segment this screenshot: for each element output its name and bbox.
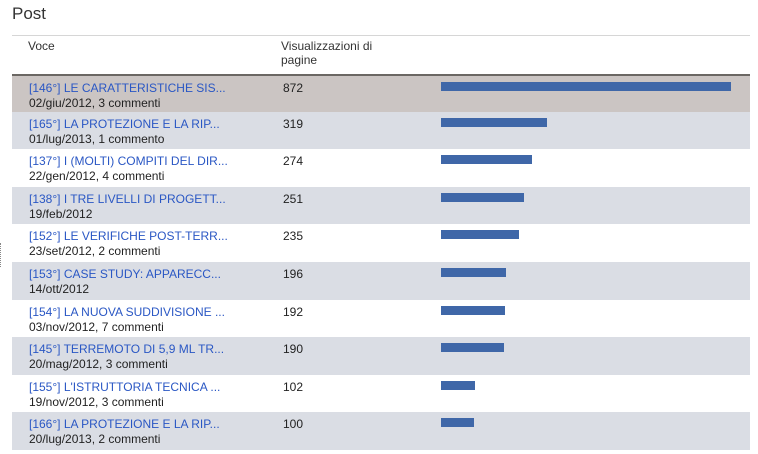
post-title-link[interactable]: [155°] L'ISTRUTTORIA TECNICA ... <box>29 379 221 394</box>
views-bar <box>441 230 519 240</box>
views-bar <box>441 418 474 428</box>
views-bar <box>441 380 475 390</box>
header-divider <box>12 35 750 36</box>
table-row: [145°] TERREMOTO DI 5,9 ML TR... 20/mag/… <box>12 337 750 375</box>
views-bar <box>441 305 505 315</box>
post-title-link[interactable]: [165°] LA PROTEZIONE E LA RIP... <box>29 116 220 131</box>
post-title-link[interactable]: [145°] TERREMOTO DI 5,9 ML TR... <box>29 342 225 357</box>
views-bar <box>441 117 547 127</box>
post-meta: 02/giu/2012, 3 commenti <box>29 96 161 110</box>
view-count: 251 <box>283 191 304 206</box>
view-count: 192 <box>283 304 304 319</box>
view-count: 872 <box>283 81 304 95</box>
post-title-link[interactable]: [146°] LE CARATTERISTICHE SIS... <box>29 81 226 95</box>
views-bar <box>441 82 731 91</box>
post-meta: 19/nov/2012, 3 commenti <box>29 394 164 409</box>
post-meta: 20/lug/2013, 2 commenti <box>29 432 161 447</box>
table-row: [153°] CASE STUDY: APPARECC... 14/ott/20… <box>12 261 750 300</box>
page-title: Post <box>12 4 47 23</box>
table-row: [155°] L'ISTRUTTORIA TECNICA ... 19/nov/… <box>12 374 750 413</box>
table-row: [166°] LA PROTEZIONE E LA RIP... 20/lug/… <box>12 412 750 450</box>
post-meta: 03/nov/2012, 7 commenti <box>29 319 164 334</box>
views-bar <box>441 155 532 165</box>
view-count: 190 <box>283 342 304 357</box>
post-meta: 23/set/2012, 2 commenti <box>29 244 161 259</box>
table-row: [165°] LA PROTEZIONE E LA RIP... 01/lug/… <box>12 111 750 150</box>
post-meta: 19/feb/2012 <box>29 206 93 221</box>
views-bar <box>441 192 524 202</box>
table-row: [154°] LA NUOVA SUDDIVISIONE ... 03/nov/… <box>12 299 750 338</box>
post-title-link[interactable]: [154°] LA NUOVA SUDDIVISIONE ... <box>29 304 225 319</box>
column-header-voce: Voce <box>28 39 55 53</box>
view-count: 196 <box>283 266 304 281</box>
edge-dotted-marker <box>0 243 2 267</box>
post-meta: 14/ott/2012 <box>29 281 90 296</box>
table-row: [152°] LE VERIFICHE POST-TERR... 23/set/… <box>12 224 750 262</box>
view-count: 319 <box>283 116 304 131</box>
post-meta: 20/mag/2012, 3 commenti <box>29 357 168 372</box>
view-count: 235 <box>283 229 304 244</box>
table-row: [146°] LE CARATTERISTICHE SIS... 02/giu/… <box>12 74 750 112</box>
table-row: [137°] I (MOLTI) COMPITI DEL DIR... 22/g… <box>12 149 750 187</box>
post-title-link[interactable]: [138°] I TRE LIVELLI DI PROGETT... <box>29 191 226 206</box>
post-title-link[interactable]: [166°] LA PROTEZIONE E LA RIP... <box>29 417 220 432</box>
post-meta: 01/lug/2013, 1 commento <box>29 131 165 146</box>
table-row: [138°] I TRE LIVELLI DI PROGETT... 19/fe… <box>12 186 750 225</box>
post-meta: 22/gen/2012, 4 commenti <box>29 169 165 184</box>
views-bar <box>441 343 504 353</box>
view-count: 102 <box>283 379 304 394</box>
post-title-link[interactable]: [152°] LE VERIFICHE POST-TERR... <box>29 229 228 244</box>
column-header-views: Visualizzazioni di pagine <box>281 39 373 67</box>
posts-table: [146°] LE CARATTERISTICHE SIS... 02/giu/… <box>12 74 750 450</box>
views-bar <box>441 267 506 277</box>
view-count: 100 <box>283 417 304 432</box>
post-title-link[interactable]: [153°] CASE STUDY: APPARECC... <box>29 266 221 281</box>
post-title-link[interactable]: [137°] I (MOLTI) COMPITI DEL DIR... <box>29 154 228 169</box>
view-count: 274 <box>283 154 304 169</box>
